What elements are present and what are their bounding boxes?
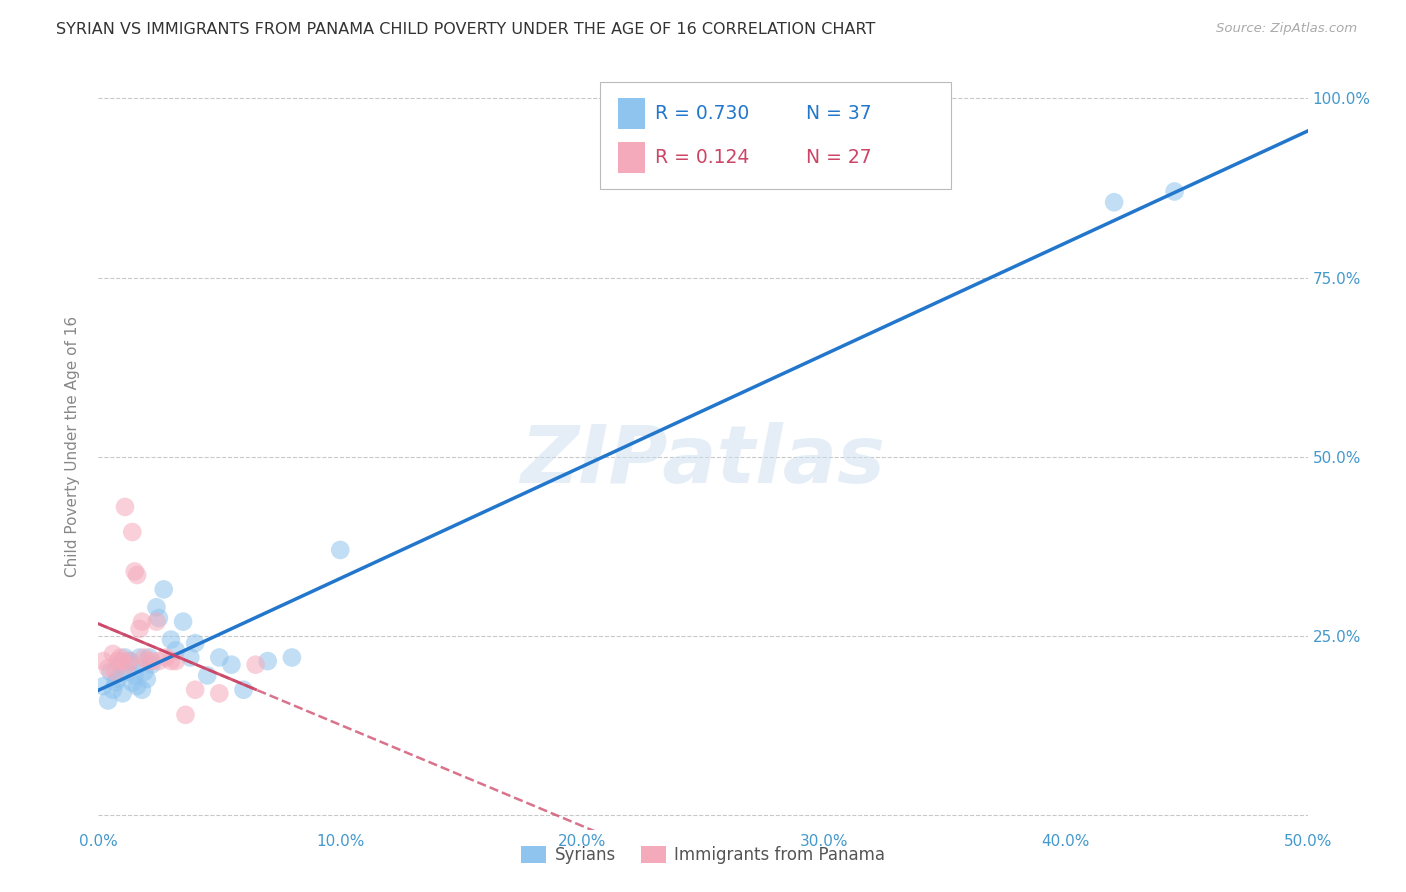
Point xyxy=(91,654,114,668)
Text: SYRIAN VS IMMIGRANTS FROM PANAMA CHILD POVERTY UNDER THE AGE OF 16 CORRELATION C: SYRIAN VS IMMIGRANTS FROM PANAMA CHILD P… xyxy=(56,22,876,37)
Point xyxy=(135,672,157,686)
FancyBboxPatch shape xyxy=(619,142,645,172)
Point xyxy=(111,654,134,668)
Legend: Syrians, Immigrants from Panama: Syrians, Immigrants from Panama xyxy=(515,839,891,871)
Text: ZIPatlas: ZIPatlas xyxy=(520,422,886,500)
Point xyxy=(114,500,136,514)
Point xyxy=(104,665,127,679)
Point xyxy=(208,686,231,700)
Point xyxy=(184,636,207,650)
Point xyxy=(172,615,194,629)
Point xyxy=(108,657,131,672)
Point xyxy=(91,679,114,693)
Point xyxy=(128,622,150,636)
Text: N = 27: N = 27 xyxy=(806,148,872,167)
Point xyxy=(118,654,141,668)
Point xyxy=(118,654,141,668)
Point xyxy=(329,543,352,558)
FancyBboxPatch shape xyxy=(619,98,645,128)
Point xyxy=(128,650,150,665)
Point xyxy=(148,654,170,668)
Point xyxy=(111,686,134,700)
Point xyxy=(208,650,231,665)
Point xyxy=(124,668,146,682)
Point xyxy=(138,650,160,665)
Point xyxy=(100,665,122,679)
Point xyxy=(165,643,187,657)
Point xyxy=(141,654,163,668)
Text: R = 0.124: R = 0.124 xyxy=(655,148,749,167)
Point xyxy=(134,650,156,665)
Point xyxy=(117,657,139,672)
Y-axis label: Child Poverty Under the Age of 16: Child Poverty Under the Age of 16 xyxy=(65,316,80,576)
Point xyxy=(281,650,304,665)
Point xyxy=(104,675,127,690)
Point xyxy=(155,650,177,665)
Text: Source: ZipAtlas.com: Source: ZipAtlas.com xyxy=(1216,22,1357,36)
Point xyxy=(174,707,197,722)
Point xyxy=(256,654,278,668)
Point xyxy=(101,682,124,697)
Point xyxy=(145,600,167,615)
Point xyxy=(131,682,153,697)
Point xyxy=(107,672,129,686)
Point xyxy=(97,661,120,675)
Point xyxy=(107,654,129,668)
Point xyxy=(165,654,187,668)
Point xyxy=(160,632,183,647)
Point xyxy=(121,675,143,690)
Point xyxy=(131,615,153,629)
Text: N = 37: N = 37 xyxy=(806,103,872,123)
Point xyxy=(124,565,146,579)
Point xyxy=(145,615,167,629)
Point xyxy=(160,654,183,668)
Point xyxy=(127,679,149,693)
Point xyxy=(101,647,124,661)
Point xyxy=(195,668,218,682)
Point xyxy=(152,582,174,597)
Point xyxy=(97,693,120,707)
Point xyxy=(232,682,254,697)
Point xyxy=(135,654,157,668)
Point xyxy=(148,611,170,625)
Point xyxy=(134,665,156,679)
Point xyxy=(121,524,143,539)
Point xyxy=(184,682,207,697)
Point xyxy=(1102,195,1125,210)
Point xyxy=(245,657,267,672)
FancyBboxPatch shape xyxy=(600,81,950,189)
Point xyxy=(179,650,201,665)
Point xyxy=(1163,185,1185,199)
Text: R = 0.730: R = 0.730 xyxy=(655,103,749,123)
Point xyxy=(127,568,149,582)
Point xyxy=(114,650,136,665)
Point xyxy=(117,665,139,679)
Point xyxy=(221,657,243,672)
Point xyxy=(108,650,131,665)
Point xyxy=(141,657,163,672)
